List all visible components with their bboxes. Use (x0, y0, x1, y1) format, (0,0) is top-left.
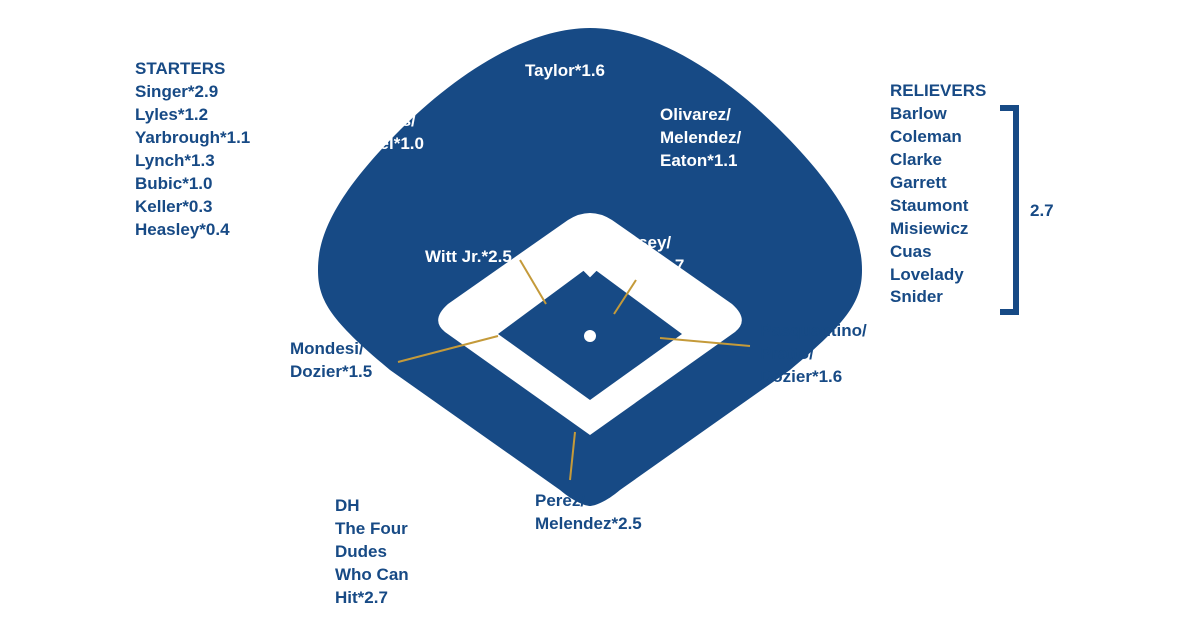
relievers-total: 2.7 (1030, 200, 1054, 223)
position-rf: Olivarez/Melendez/Eaton*1.1 (660, 104, 741, 173)
dh-line: Hit*2.7 (335, 587, 409, 610)
dh-block: DH The FourDudesWho CanHit*2.7 (335, 495, 409, 610)
position-line: Lopez*1.7 (605, 255, 684, 278)
dh-line: Who Can (335, 564, 409, 587)
starters-item: Lyles*1.2 (135, 104, 250, 127)
relievers-item: Snider (890, 286, 986, 309)
position-line: Massey/ (605, 232, 684, 255)
relievers-item: Coleman (890, 126, 986, 149)
baseball-field-diagram (310, 20, 870, 510)
starters-item: Keller*0.3 (135, 196, 250, 219)
position-line: Olivarez/ (660, 104, 741, 127)
position-lf: Waters/Isbel*1.0 (355, 110, 424, 156)
position-line: Dozier*1.5 (290, 361, 372, 384)
position-1b: Pasquantino/Pratto/Dozier*1.6 (760, 320, 867, 389)
position-cf: Taylor*1.6 (525, 60, 605, 83)
position-line: Eaton*1.1 (660, 150, 741, 173)
dh-line: Dudes (335, 541, 409, 564)
position-line: Dozier*1.6 (760, 366, 867, 389)
pitchers-mound (584, 330, 596, 342)
position-c: Perez/Melendez*2.5 (535, 490, 642, 536)
starters-item: Lynch*1.3 (135, 150, 250, 173)
position-line: Pasquantino/ (760, 320, 867, 343)
position-line: Isbel*1.0 (355, 133, 424, 156)
position-ss: Witt Jr.*2.5 (425, 246, 512, 269)
position-line: Mondesi/ (290, 338, 372, 361)
relievers-list: RELIEVERS BarlowColemanClarkeGarrettStau… (890, 80, 986, 309)
relievers-heading: RELIEVERS (890, 80, 986, 103)
relievers-item: Staumont (890, 195, 986, 218)
position-line: Pratto/ (760, 343, 867, 366)
position-line: Melendez/ (660, 127, 741, 150)
relievers-item: Garrett (890, 172, 986, 195)
starters-item: Singer*2.9 (135, 81, 250, 104)
position-2b: Massey/Lopez*1.7 (605, 232, 684, 278)
relievers-item: Cuas (890, 241, 986, 264)
relievers-item: Clarke (890, 149, 986, 172)
relievers-item: Barlow (890, 103, 986, 126)
position-line: Melendez*2.5 (535, 513, 642, 536)
starters-list: STARTERS Singer*2.9Lyles*1.2Yarbrough*1.… (135, 58, 250, 242)
position-line: Witt Jr.*2.5 (425, 246, 512, 269)
position-line: Perez/ (535, 490, 642, 513)
relievers-item: Misiewicz (890, 218, 986, 241)
starters-heading: STARTERS (135, 58, 250, 81)
starters-item: Yarbrough*1.1 (135, 127, 250, 150)
position-3b: Mondesi/Dozier*1.5 (290, 338, 372, 384)
relievers-item: Lovelady (890, 264, 986, 287)
dh-line: The Four (335, 518, 409, 541)
starters-item: Bubic*1.0 (135, 173, 250, 196)
position-line: Waters/ (355, 110, 424, 133)
dh-heading: DH (335, 495, 409, 518)
position-line: Taylor*1.6 (525, 60, 605, 83)
starters-item: Heasley*0.4 (135, 219, 250, 242)
home-plate-circle (580, 410, 600, 430)
